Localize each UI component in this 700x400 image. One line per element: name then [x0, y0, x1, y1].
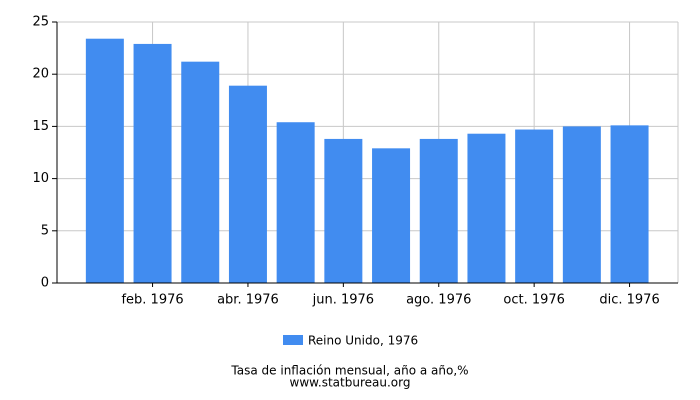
bar	[181, 61, 220, 284]
bar	[276, 122, 315, 283]
x-tick-label: dic. 1976	[599, 293, 659, 308]
y-tick-label: 20	[32, 67, 49, 82]
y-tick-label: 10	[32, 171, 49, 186]
y-tick-label: 25	[32, 15, 49, 30]
bar	[85, 38, 124, 284]
x-tick-label: feb. 1976	[121, 293, 183, 308]
bar	[324, 138, 363, 283]
bar	[467, 133, 506, 283]
x-tick-label: ago. 1976	[406, 293, 471, 308]
x-tick-label: abr. 1976	[217, 293, 279, 308]
legend-label: Reino Unido, 1976	[308, 334, 418, 348]
bar	[419, 138, 458, 283]
bar	[228, 85, 267, 284]
y-tick-label: 5	[41, 223, 49, 238]
legend-swatch	[283, 335, 303, 345]
bar	[562, 126, 601, 284]
footer-caption: Tasa de inflación mensual, año a año,%	[230, 364, 468, 378]
y-tick-label: 15	[32, 119, 49, 134]
bar	[515, 129, 554, 283]
x-tick-label: jun. 1976	[312, 293, 374, 308]
y-tick-label: 0	[41, 276, 49, 291]
footer-source: www.statbureau.org	[290, 376, 411, 390]
bar	[133, 43, 172, 284]
x-tick-label: oct. 1976	[503, 293, 565, 308]
bar	[372, 148, 411, 283]
bar	[610, 125, 649, 283]
